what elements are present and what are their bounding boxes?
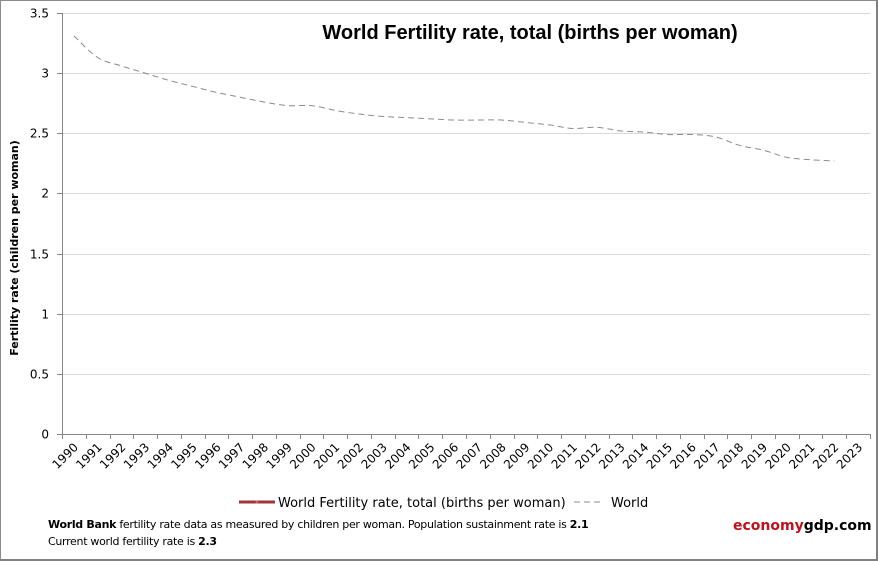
x-tick-label: 1992: [97, 440, 128, 471]
x-tick-label: 2016: [667, 440, 698, 471]
y-tick-label: 0.5: [30, 368, 49, 382]
x-tick-label: 2013: [596, 440, 627, 471]
x-tick-label: 1991: [73, 440, 104, 471]
legend-label: World: [611, 496, 648, 511]
x-tick-label: 2015: [644, 440, 675, 471]
x-tick-label: 2002: [335, 440, 366, 471]
x-tick-label: 2000: [287, 440, 318, 471]
x-tick-label: 2014: [620, 440, 651, 471]
x-tick-label: 1998: [240, 440, 271, 471]
y-tick-label: 0: [41, 428, 49, 442]
chart-title: World Fertility rate, total (births per …: [322, 22, 737, 44]
x-tick-label: 2019: [739, 440, 770, 471]
x-tick-label: 1995: [168, 440, 199, 471]
x-tick-label: 2006: [430, 440, 461, 471]
legend: World Fertility rate, total (births per …: [239, 496, 648, 511]
y-tick-label: 3: [41, 67, 49, 81]
brand-part-2: gdp.com: [803, 518, 872, 534]
source-name: World Bank: [48, 518, 117, 531]
footer-note-line-1: World Bank fertility rate data as measur…: [48, 518, 589, 531]
y-tick-label: 3.5: [30, 7, 49, 21]
x-tick-label: 1994: [145, 440, 176, 471]
x-tick-label: 2023: [834, 440, 865, 471]
x-tick-label: 2005: [406, 440, 437, 471]
x-tick-label: 1999: [263, 440, 294, 471]
legend-item-series-1[interactable]: World Fertility rate, total (births per …: [239, 496, 566, 511]
brand-part-1: economy: [733, 518, 804, 534]
x-tick-label: 1993: [121, 440, 152, 471]
x-tick-label: 2009: [501, 440, 532, 471]
current-rate-text: Current world fertility rate is: [48, 535, 199, 548]
sustainment-rate-value: 2.1: [569, 518, 589, 531]
gridlines: [62, 13, 870, 375]
x-tick-label: 2010: [525, 440, 556, 471]
x-tick-label: 1990: [50, 440, 81, 471]
y-tick-label: 2: [41, 187, 49, 201]
x-tick-label: 2007: [454, 440, 485, 471]
x-tick-label: 2021: [786, 440, 817, 471]
x-tick-label: 2004: [382, 440, 413, 471]
axes: [57, 13, 871, 439]
x-tick-label: 2020: [762, 440, 793, 471]
x-tick-label: 2012: [572, 440, 603, 471]
x-tick-label: 2003: [358, 440, 389, 471]
x-tick-label: 2011: [549, 440, 580, 471]
current-rate-value: 2.3: [198, 535, 217, 548]
footer-note-line-2: Current world fertility rate is 2.3: [48, 535, 217, 548]
x-tick-label: 1997: [216, 440, 247, 471]
x-tick-label: 2008: [477, 440, 508, 471]
y-tick-labels: 0 0.5 1 1.5 2 2.5 3 3.5: [30, 7, 49, 442]
frame-shadow-bottom: [0, 559, 878, 561]
y-tick-label: 1.5: [30, 248, 49, 262]
x-tick-label: 2022: [810, 440, 841, 471]
x-tick-label: 1996: [192, 440, 223, 471]
series-line-2: [73, 35, 835, 162]
frame-shadow-right: [876, 0, 878, 561]
y-tick-label: 2.5: [30, 127, 49, 141]
x-tick-label: 2018: [715, 440, 746, 471]
legend-item-series-2[interactable]: World: [574, 496, 648, 511]
legend-marker: [255, 500, 259, 504]
legend-label: World Fertility rate, total (births per …: [278, 496, 566, 511]
x-tick-label: 2017: [691, 440, 722, 471]
x-tick-labels: 1990199119921993199419951996199719981999…: [50, 440, 866, 471]
series-layer: [73, 35, 835, 162]
source-description: fertility rate data as measured by child…: [116, 518, 570, 531]
y-tick-label: 1: [41, 308, 49, 322]
x-tick-label: 2001: [311, 440, 342, 471]
y-axis-label: Fertility rate (children per woman): [8, 140, 21, 356]
brand-logo[interactable]: economygdp.com: [733, 518, 872, 534]
